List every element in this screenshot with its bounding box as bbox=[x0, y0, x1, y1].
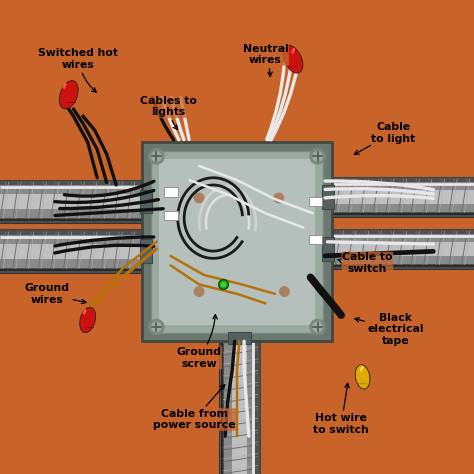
Ellipse shape bbox=[59, 81, 78, 109]
Text: Black
electrical
tape: Black electrical tape bbox=[355, 313, 424, 346]
Bar bbox=[219, 332, 260, 474]
Bar bbox=[159, 159, 315, 325]
Ellipse shape bbox=[80, 307, 96, 333]
Circle shape bbox=[152, 152, 161, 161]
Bar bbox=[322, 190, 474, 204]
Bar bbox=[322, 177, 474, 217]
Ellipse shape bbox=[283, 46, 303, 73]
Circle shape bbox=[313, 322, 322, 332]
Bar bbox=[322, 182, 474, 212]
Bar bbox=[164, 187, 178, 197]
Text: Neutral
wires: Neutral wires bbox=[243, 44, 288, 76]
Circle shape bbox=[280, 287, 289, 296]
Text: Cable to
switch: Cable to switch bbox=[338, 252, 392, 274]
Bar bbox=[322, 242, 474, 256]
Bar bbox=[0, 194, 152, 209]
Circle shape bbox=[152, 322, 161, 332]
Bar bbox=[142, 142, 332, 341]
Text: Cable
to light: Cable to light bbox=[355, 122, 416, 155]
Bar bbox=[309, 235, 322, 244]
Circle shape bbox=[313, 152, 322, 161]
Bar bbox=[228, 332, 251, 344]
Bar bbox=[0, 235, 152, 267]
Bar bbox=[322, 185, 334, 209]
Bar bbox=[0, 180, 152, 223]
Text: Hot wire
to switch: Hot wire to switch bbox=[313, 383, 369, 435]
Text: Switched hot
wires: Switched hot wires bbox=[38, 48, 118, 92]
Circle shape bbox=[149, 149, 164, 164]
Circle shape bbox=[194, 193, 204, 203]
Bar bbox=[232, 332, 246, 474]
Circle shape bbox=[149, 319, 164, 335]
Circle shape bbox=[310, 319, 325, 335]
Bar bbox=[140, 190, 152, 213]
Circle shape bbox=[274, 193, 283, 203]
Bar bbox=[224, 332, 255, 474]
Bar bbox=[0, 185, 152, 218]
Bar bbox=[322, 237, 334, 261]
Circle shape bbox=[194, 287, 204, 296]
Bar bbox=[322, 229, 474, 269]
Bar bbox=[309, 197, 322, 206]
Bar bbox=[0, 229, 152, 273]
Text: Cable from
power source: Cable from power source bbox=[153, 385, 236, 430]
Circle shape bbox=[310, 149, 325, 164]
Ellipse shape bbox=[356, 365, 370, 389]
Bar bbox=[164, 211, 178, 220]
Bar bbox=[151, 151, 323, 333]
Text: Ground
screw: Ground screw bbox=[177, 315, 221, 369]
Text: Ground
wires: Ground wires bbox=[25, 283, 86, 305]
Bar bbox=[322, 234, 474, 264]
Text: Cables to
lights: Cables to lights bbox=[140, 96, 197, 129]
Bar bbox=[140, 239, 152, 263]
Bar bbox=[0, 244, 152, 259]
